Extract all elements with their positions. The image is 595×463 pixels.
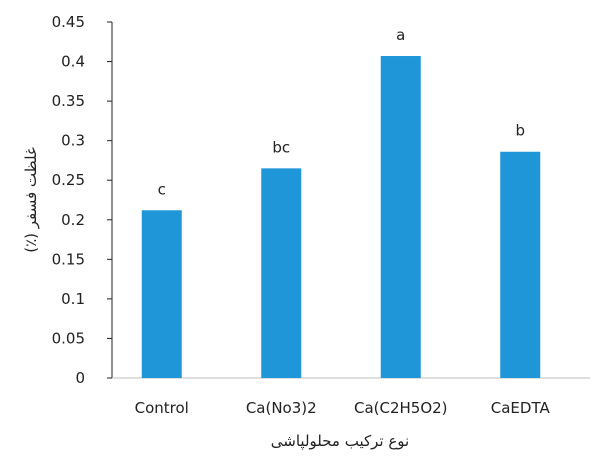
y-tick-label: 0.35 xyxy=(52,92,85,110)
data-label: bc xyxy=(272,138,290,156)
x-tick-label: Ca(No3)2 xyxy=(246,399,317,417)
y-tick-label: 0.05 xyxy=(52,329,85,347)
y-axis-ticks: 0 0.05 0.1 0.15 0.2 0.25 0.3 0.35 0.4 0.45 xyxy=(52,13,112,387)
data-label: a xyxy=(396,26,405,44)
y-tick-label: 0.2 xyxy=(61,211,85,229)
x-tick-label: Control xyxy=(135,399,189,417)
y-tick-label: 0.3 xyxy=(61,132,85,150)
y-axis-title: غلظت فسفر (٪) xyxy=(22,147,40,253)
data-label: c xyxy=(158,180,166,198)
y-tick-label: 0.4 xyxy=(61,53,85,71)
bar xyxy=(500,151,541,378)
y-tick-label: 0.1 xyxy=(61,290,85,308)
y-tick-label: 0.25 xyxy=(52,171,85,189)
data-label: b xyxy=(515,122,525,140)
x-tick-label: CaEDTA xyxy=(491,399,551,417)
y-tick-label: 0 xyxy=(75,369,85,387)
bar xyxy=(261,168,302,378)
bars-group xyxy=(141,56,541,379)
x-axis-tick-labels: Control Ca(No3)2 Ca(C2H5O2) CaEDTA xyxy=(135,399,551,417)
bar xyxy=(141,210,182,378)
x-axis-title: نوع ترکیب محلولپاشی xyxy=(271,432,409,451)
data-labels-group: c bc a b xyxy=(158,26,525,198)
y-tick-label: 0.15 xyxy=(52,250,85,268)
x-tick-label: Ca(C2H5O2) xyxy=(354,399,448,417)
bar xyxy=(380,56,421,379)
y-tick-label: 0.45 xyxy=(52,13,85,31)
